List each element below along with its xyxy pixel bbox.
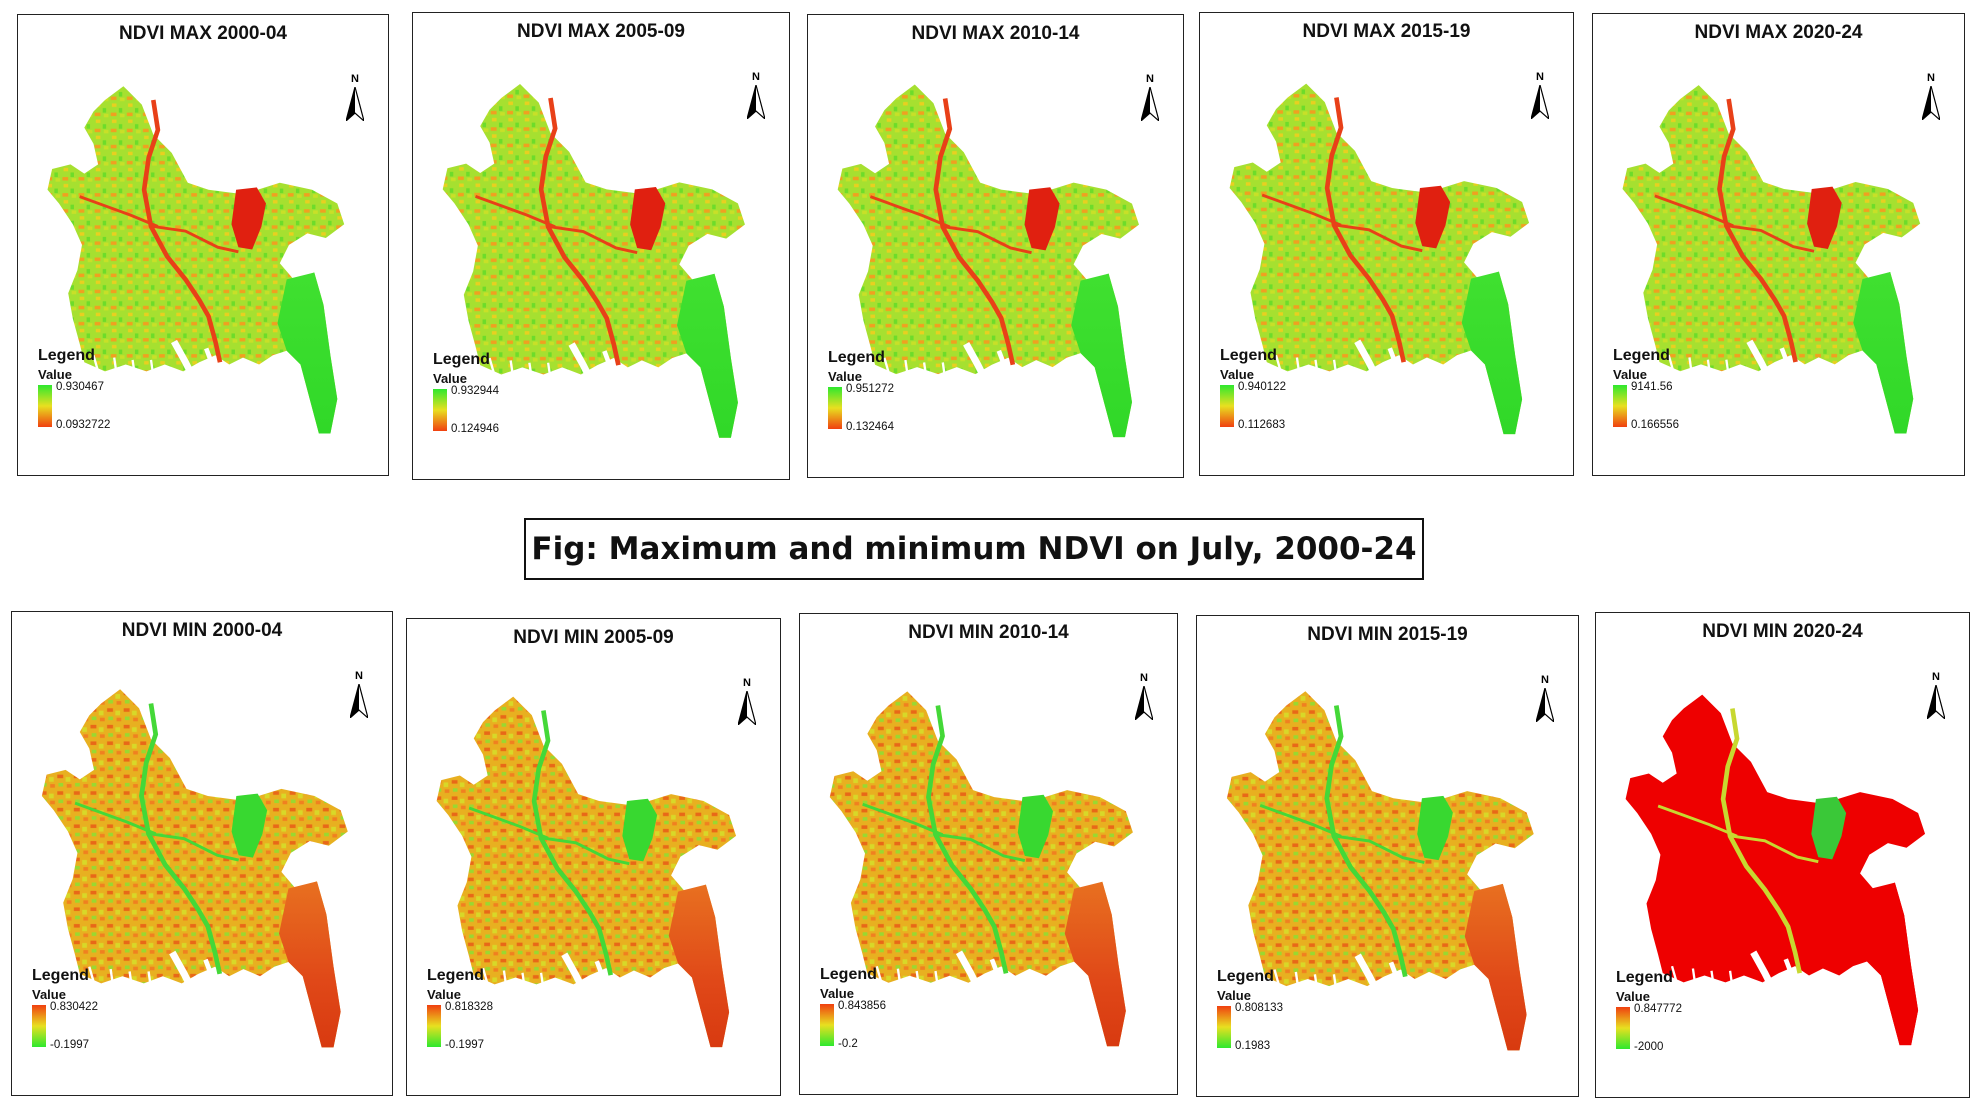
legend-high-value: 0.932944 bbox=[451, 385, 499, 397]
legend-color-ramp bbox=[433, 389, 447, 431]
max-panel-1: NDVI MAX 2005-09 N Legend Value 0.932944… bbox=[412, 12, 790, 480]
max-panel-2: NDVI MAX 2010-14 N Legend Value 0.951272… bbox=[807, 14, 1184, 478]
legend-low-value: 0.132464 bbox=[846, 421, 894, 433]
legend-title: Legend bbox=[820, 966, 877, 983]
north-arrow-icon: N bbox=[743, 71, 769, 121]
panel-title: NDVI MAX 2005-09 bbox=[517, 21, 685, 42]
legend-color-ramp bbox=[32, 1005, 46, 1047]
legend-high-value: 0.808133 bbox=[1235, 1002, 1283, 1014]
bangladesh-ndvi-map bbox=[1226, 691, 1534, 1051]
legend-color-ramp bbox=[1616, 1007, 1630, 1049]
legend-title: Legend bbox=[32, 967, 89, 984]
bangladesh-ndvi-map bbox=[442, 83, 745, 438]
panel-title: NDVI MIN 2010-14 bbox=[908, 622, 1069, 643]
min-panel-1: NDVI MIN 2005-09 N Legend Value 0.818328… bbox=[406, 618, 781, 1096]
legend-value-label: Value bbox=[1217, 988, 1251, 1003]
legend-low-value: 0.166556 bbox=[1631, 419, 1679, 431]
legend-color-ramp bbox=[1220, 385, 1234, 427]
legend-title: Legend bbox=[1220, 347, 1277, 364]
bangladesh-ndvi-map bbox=[47, 86, 345, 434]
legend-title: Legend bbox=[1613, 347, 1670, 364]
legend-color-ramp bbox=[828, 387, 842, 429]
figure-caption: Fig: Maximum and minimum NDVI on July, 2… bbox=[524, 518, 1424, 580]
legend-value-label: Value bbox=[32, 987, 66, 1002]
legend-title: Legend bbox=[38, 347, 95, 364]
north-arrow-icon: N bbox=[346, 670, 372, 720]
legend-low-value: 0.124946 bbox=[451, 423, 499, 435]
legend-high-value: 0.930467 bbox=[56, 381, 104, 393]
bangladesh-ndvi-map bbox=[1622, 85, 1921, 434]
north-arrow-icon: N bbox=[1131, 672, 1157, 722]
legend-low-value: -0.1997 bbox=[50, 1039, 90, 1051]
north-arrow-icon: N bbox=[342, 73, 368, 123]
legend-title: Legend bbox=[427, 967, 484, 984]
north-arrow-icon: N bbox=[734, 677, 760, 727]
legend-low-value: -2000 bbox=[1634, 1041, 1664, 1053]
legend-value-label: Value bbox=[820, 986, 854, 1001]
legend-value-label: Value bbox=[1616, 989, 1650, 1004]
legend-value-label: Value bbox=[427, 987, 461, 1002]
legend-value-label: Value bbox=[433, 371, 467, 386]
panel-title: NDVI MIN 2015-19 bbox=[1307, 624, 1468, 645]
legend-color-ramp bbox=[1217, 1006, 1231, 1048]
legend-low-value: 0.1983 bbox=[1235, 1040, 1271, 1052]
legend-low-value: -0.1997 bbox=[445, 1039, 485, 1051]
legend-value-label: Value bbox=[1613, 367, 1647, 382]
legend-color-ramp bbox=[427, 1005, 441, 1047]
legend-color-ramp bbox=[820, 1004, 834, 1046]
max-panel-3: NDVI MAX 2015-19 N Legend Value 0.940122… bbox=[1199, 12, 1574, 476]
north-arrow-icon: N bbox=[1137, 73, 1163, 123]
bangladesh-ndvi-map bbox=[829, 691, 1133, 1047]
legend-low-value: -0.2 bbox=[838, 1038, 858, 1050]
bangladesh-ndvi-map bbox=[41, 689, 348, 1048]
legend-high-value: 0.830422 bbox=[50, 1001, 98, 1013]
min-panel-2: NDVI MIN 2010-14 N Legend Value 0.843856… bbox=[799, 613, 1178, 1095]
legend-value-label: Value bbox=[1220, 367, 1254, 382]
min-panel-4: NDVI MIN 2020-24 N Legend Value 0.847772… bbox=[1595, 612, 1970, 1098]
north-arrow-icon: N bbox=[1918, 72, 1944, 122]
legend-color-ramp bbox=[1613, 385, 1627, 427]
panel-title: NDVI MIN 2020-24 bbox=[1702, 621, 1863, 642]
panel-title: NDVI MIN 2005-09 bbox=[513, 627, 674, 648]
legend-high-value: 0.843856 bbox=[838, 1000, 886, 1012]
bangladesh-ndvi-map bbox=[436, 696, 737, 1048]
bangladesh-ndvi-map bbox=[837, 84, 1139, 438]
legend-color-ramp bbox=[38, 385, 52, 427]
panel-title: NDVI MAX 2020-24 bbox=[1694, 22, 1863, 43]
legend-value-label: Value bbox=[828, 369, 862, 384]
legend-title: Legend bbox=[1616, 969, 1673, 986]
legend-value-label: Value bbox=[38, 367, 72, 382]
max-panel-4: NDVI MAX 2020-24 N Legend Value 9141.56 … bbox=[1592, 13, 1965, 476]
legend-high-value: 0.951272 bbox=[846, 383, 894, 395]
legend-high-value: 9141.56 bbox=[1631, 381, 1673, 393]
panel-title: NDVI MAX 2015-19 bbox=[1302, 21, 1471, 42]
max-panel-0: NDVI MAX 2000-04 N Legend Value 0.930467… bbox=[17, 14, 389, 476]
panel-title: NDVI MAX 2000-04 bbox=[119, 23, 287, 44]
legend-low-value: 0.0932722 bbox=[56, 419, 111, 431]
legend-high-value: 0.818328 bbox=[445, 1001, 493, 1013]
legend-high-value: 0.847772 bbox=[1634, 1003, 1682, 1015]
min-panel-0: NDVI MIN 2000-04 N Legend Value 0.830422… bbox=[11, 611, 393, 1096]
legend-high-value: 0.940122 bbox=[1238, 381, 1286, 393]
north-arrow-icon: N bbox=[1923, 671, 1949, 721]
bangladesh-ndvi-map bbox=[1625, 694, 1926, 1046]
panel-title: NDVI MAX 2010-14 bbox=[911, 23, 1080, 44]
min-panel-3: NDVI MIN 2015-19 N Legend Value 0.808133… bbox=[1196, 615, 1579, 1097]
legend-low-value: 0.112683 bbox=[1238, 419, 1286, 431]
bangladesh-ndvi-map bbox=[1229, 83, 1530, 435]
legend-title: Legend bbox=[433, 351, 490, 368]
panel-title: NDVI MIN 2000-04 bbox=[121, 620, 283, 641]
legend-title: Legend bbox=[1217, 968, 1274, 985]
north-arrow-icon: N bbox=[1527, 71, 1553, 121]
legend-title: Legend bbox=[828, 349, 885, 366]
north-arrow-icon: N bbox=[1532, 674, 1558, 724]
